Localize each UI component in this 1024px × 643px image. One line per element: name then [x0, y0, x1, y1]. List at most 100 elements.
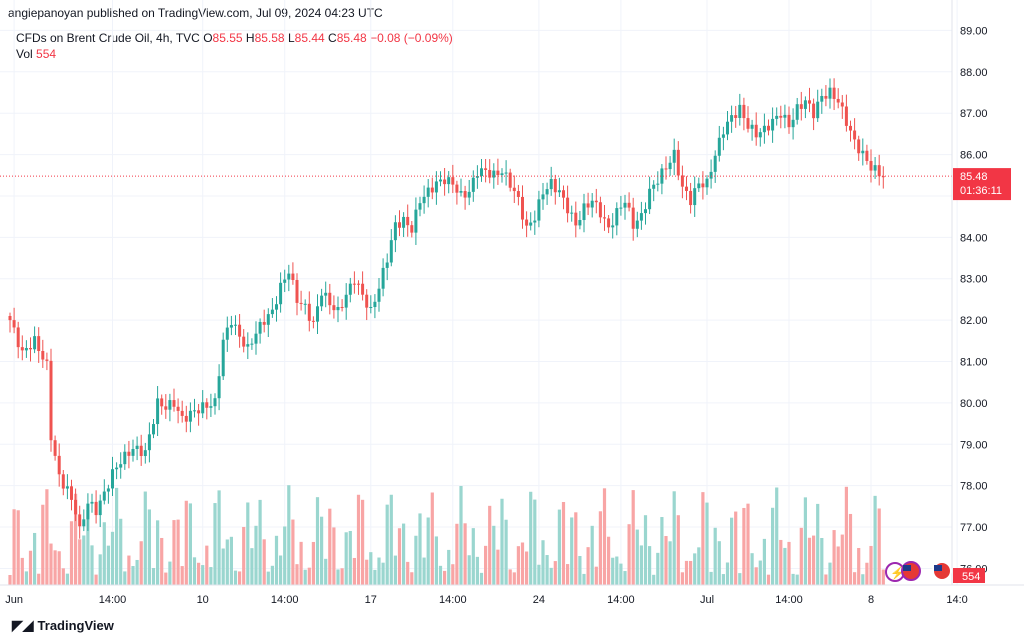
- volume-bar: [635, 529, 639, 585]
- candle-body: [164, 406, 168, 410]
- legend-high-label: H: [245, 31, 255, 45]
- event-icons: ⚡: [885, 561, 952, 582]
- candle-body: [377, 288, 381, 302]
- candle-body: [193, 410, 196, 412]
- volume-bar: [574, 512, 578, 585]
- volume-bar: [459, 485, 463, 585]
- volume-bar: [488, 505, 492, 585]
- volume-bar: [217, 490, 221, 585]
- candle-body: [750, 124, 754, 129]
- candle-body: [623, 202, 627, 208]
- candle-body: [201, 402, 205, 414]
- volume-bar: [758, 560, 762, 585]
- candle-body: [61, 474, 65, 489]
- volume-bar: [320, 516, 324, 585]
- candle-body: [86, 503, 90, 520]
- candle-body: [516, 191, 520, 197]
- candle-body: [156, 398, 160, 425]
- volume-bar: [213, 503, 217, 585]
- volume-bar: [115, 487, 119, 585]
- volume-bar: [139, 541, 143, 585]
- volume-bar: [147, 509, 151, 585]
- volume-bar: [221, 548, 225, 585]
- candle-body: [70, 486, 73, 500]
- candle-body: [586, 203, 590, 208]
- volume-bar: [607, 536, 611, 585]
- volume-bar: [664, 536, 668, 585]
- volume-bar: [303, 569, 307, 585]
- candle-body: [57, 455, 61, 475]
- candle-body: [582, 203, 586, 221]
- y-tick-label: 78.00: [960, 481, 988, 493]
- volume-bar: [340, 568, 344, 585]
- candle-body: [242, 336, 246, 347]
- volume-bar: [33, 532, 37, 585]
- volume-bar: [799, 527, 803, 585]
- candle-body: [176, 406, 180, 411]
- volume-tag: 554: [953, 568, 985, 583]
- y-tick-label: 79.00: [960, 439, 988, 451]
- volume-bar: [783, 547, 787, 585]
- candle-body: [344, 294, 348, 308]
- candle-body: [566, 197, 570, 214]
- candle-body: [385, 262, 389, 268]
- candle-body: [434, 181, 438, 193]
- volume-bar: [730, 517, 734, 585]
- candle-body: [270, 309, 274, 315]
- candle-body: [869, 160, 873, 171]
- candle-body: [808, 100, 811, 104]
- candle-body: [324, 292, 328, 296]
- candle-body: [762, 125, 766, 133]
- volume-bar: [561, 502, 566, 585]
- volume-bar: [57, 551, 61, 585]
- candle-body: [775, 115, 779, 119]
- volume-bar: [53, 550, 57, 585]
- candle-body: [627, 202, 631, 208]
- volume-bar: [611, 557, 615, 585]
- volume-bar: [361, 499, 365, 585]
- volume-bar: [299, 541, 303, 585]
- candle-body: [594, 200, 598, 203]
- candle-body: [135, 445, 139, 449]
- candle-body: [849, 125, 852, 131]
- candle-body: [484, 168, 488, 170]
- volume-bar: [705, 502, 709, 585]
- volume-bar: [697, 547, 701, 585]
- volume-bar: [828, 562, 832, 585]
- candle-body: [861, 150, 865, 154]
- y-tick-label: 83.00: [960, 274, 988, 286]
- candle-body: [791, 119, 795, 128]
- candle-body: [578, 220, 582, 226]
- legend-open-label: O: [203, 31, 213, 45]
- volume-bar: [344, 532, 348, 585]
- volume-bar: [184, 500, 188, 585]
- volume-bar: [578, 555, 582, 585]
- volume-bar: [443, 570, 447, 585]
- candle-body: [254, 333, 258, 344]
- candle-body: [557, 190, 561, 193]
- volume-bar: [328, 508, 332, 585]
- candle-body: [287, 273, 291, 280]
- volume-bar: [853, 572, 857, 585]
- tradingview-footer[interactable]: ◤◢ TradingView: [12, 617, 114, 634]
- candle-body: [98, 500, 102, 516]
- candle-body: [537, 199, 541, 221]
- candles: [8, 78, 885, 539]
- legend-ohlc-line: CFDs on Brent Crude Oil, 4h, TVC O85.55 …: [16, 30, 453, 46]
- candle-body: [332, 305, 336, 311]
- candle-body: [615, 208, 619, 226]
- volume-bar: [176, 519, 180, 585]
- candle-body: [172, 400, 176, 407]
- volume-bar: [545, 555, 549, 585]
- candle-body: [262, 321, 266, 325]
- candle-body: [840, 102, 844, 107]
- volume-bar: [250, 548, 254, 585]
- candle-body: [717, 137, 721, 156]
- volume-bar: [668, 541, 672, 585]
- volume-bar: [557, 509, 561, 585]
- candle-body: [426, 187, 430, 197]
- candle-body: [78, 514, 82, 527]
- volume-bar: [119, 518, 123, 585]
- volume-bar: [369, 552, 373, 585]
